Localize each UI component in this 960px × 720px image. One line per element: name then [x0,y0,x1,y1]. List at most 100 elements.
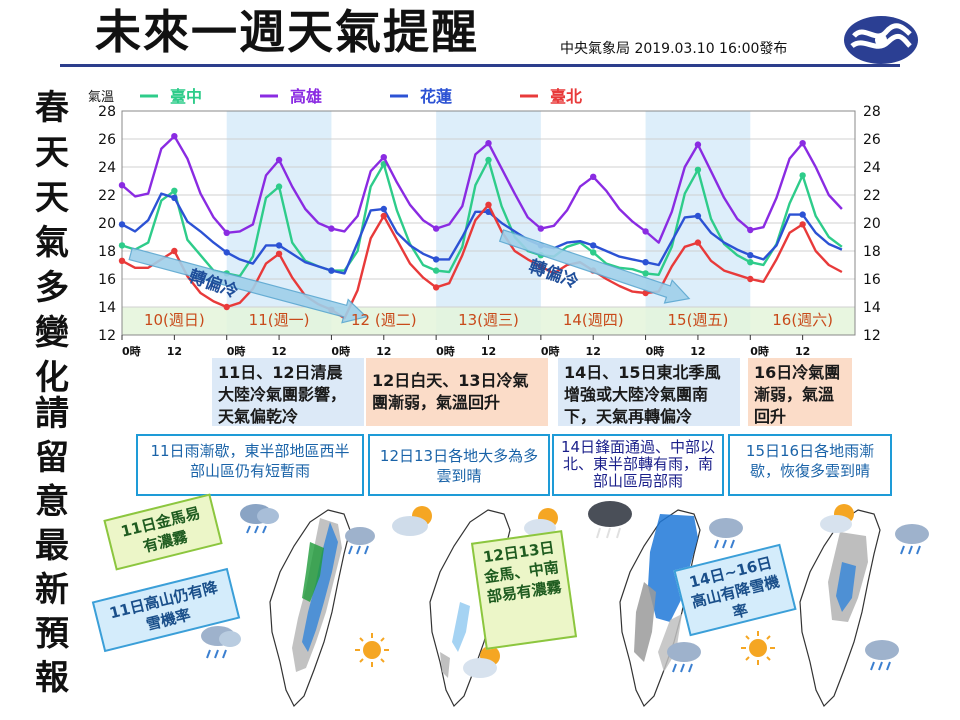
y-tick-label-left: 26 [98,132,116,148]
data-point [171,133,178,140]
data-point [485,140,492,147]
y-tick-label-left: 16 [98,272,116,288]
data-point [694,212,702,220]
rain-cloud-icon [709,518,743,549]
note-cold-14-15: 14日、15日東北季風增強或大陸冷氣團南下，天氣再轉偏冷 [558,358,740,426]
x-tick-label: 0時 [122,344,141,358]
thunder-rain-icon [588,501,632,539]
title-divider [60,64,900,67]
y-tick-label-left: 28 [98,104,116,120]
x-tick-label: 0時 [436,344,455,358]
data-point [171,194,178,201]
data-point [537,225,545,232]
side-char: 氣 [35,223,69,263]
y-tick-label-right: 12 [863,328,881,344]
day-label: 16(週六) [772,311,833,329]
x-tick-label: 0時 [750,344,769,358]
data-point [590,242,597,249]
rain-cloud-icon [240,504,279,534]
day-label: 14(週四) [563,311,624,329]
day-label: 13(週三) [458,311,519,329]
data-point [537,263,545,270]
day-label: 12 (週二) [351,311,417,329]
cwb-logo-icon [844,16,918,64]
data-point [642,259,649,266]
cooling-arrow [498,229,691,304]
day-label: 10(週日) [144,311,205,329]
data-point [275,183,283,190]
y-tick-label-left: 20 [98,216,116,232]
sun-icon [741,631,775,665]
data-point [485,201,492,208]
y-axis-label: 氣溫 [88,90,114,105]
y-tick-label-right: 28 [863,104,881,120]
data-point [747,275,754,283]
x-tick-label: 12 [690,345,705,358]
data-point [328,267,335,274]
data-point [694,239,702,246]
y-tick-label-left: 14 [98,300,116,316]
taiwan-map-rain-11 [269,509,351,708]
data-point [747,252,754,259]
partly-cloudy-icon [463,646,500,678]
data-point [799,172,806,179]
data-point [642,228,649,235]
x-tick-label: 0時 [227,344,246,358]
rain-cloud-icon [865,640,899,671]
taiwan-map-front-14 [619,509,701,708]
y-tick-label-right: 22 [863,188,881,204]
data-point [799,221,806,228]
data-point [432,284,440,291]
arrow-shape [498,229,691,304]
data-point [171,187,178,194]
data-point [747,226,754,234]
side-char: 新 [35,570,69,610]
rain-cloud-icon [667,642,701,673]
note-warming-12-13: 12日白天、13日冷氣團漸弱，氣溫回升 [366,358,548,426]
weather-note-15-16: 15日16日各地雨漸歇，恢復多雲到晴 [728,434,892,496]
x-tick-label: 12 [376,345,391,358]
data-point [275,156,283,164]
weather-note-11: 11日雨漸歇，東半部地區西半部山區仍有短暫雨 [136,434,364,496]
data-point [118,242,126,249]
y-tick-label-left: 18 [98,244,116,260]
note-cold-11-12: 11日、12日清晨大陸冷氣團影響，天氣偏乾冷 [212,358,364,426]
side-char: 報 [35,658,69,698]
tag-fog-12-13: 12日13日金馬、中南部易有濃霧 [470,530,578,650]
legend-label: 臺中 [170,87,202,106]
note-warming-16: 16日冷氣團漸弱，氣溫回升 [748,358,852,426]
arrow-shape [128,247,368,324]
rain-cloud-icon [895,524,929,555]
side-char: 變 [35,313,69,353]
data-point [223,229,230,236]
y-tick-label-left: 24 [98,160,116,176]
data-point [328,225,335,232]
side-char: 天 [35,178,69,218]
weather-note-12-13: 12日13日各地大多為多雲到晴 [368,434,550,496]
chart-grid [121,110,856,340]
data-point [118,221,126,228]
partly-cloudy-icon [820,504,854,533]
data-point [799,140,806,147]
side-char: 化 [35,358,69,398]
x-tick-label: 0時 [331,344,350,358]
rain-cloud-icon [201,626,241,659]
x-tick-label: 12 [795,345,810,358]
legend-label: 高雄 [290,87,322,106]
day-label: 15(週五) [668,311,729,329]
side-char: 天 [35,133,69,173]
side-char: 多 [35,268,69,308]
data-point [799,211,806,218]
x-tick-label: 0時 [541,344,560,358]
cold-band [122,307,855,335]
data-point [590,173,597,180]
data-point [642,270,649,277]
x-tick-label: 12 [271,345,286,358]
y-tick-label-right: 20 [863,216,881,232]
side-char: 請 [35,394,69,434]
weather-note-14: 14日鋒面通過、中部以北、東半部轉有雨，南部山區局部雨 [552,434,724,496]
issuer-timestamp: 中央氣象局 2019.03.10 16:00發布 [560,41,788,57]
data-point [223,303,230,311]
chart-labels: 12 12 14 14 16 16 18 18 20 20 22 22 24 24 26 26 28 28 0時 12… [88,87,881,358]
x-tick-label: 12 [586,345,601,358]
